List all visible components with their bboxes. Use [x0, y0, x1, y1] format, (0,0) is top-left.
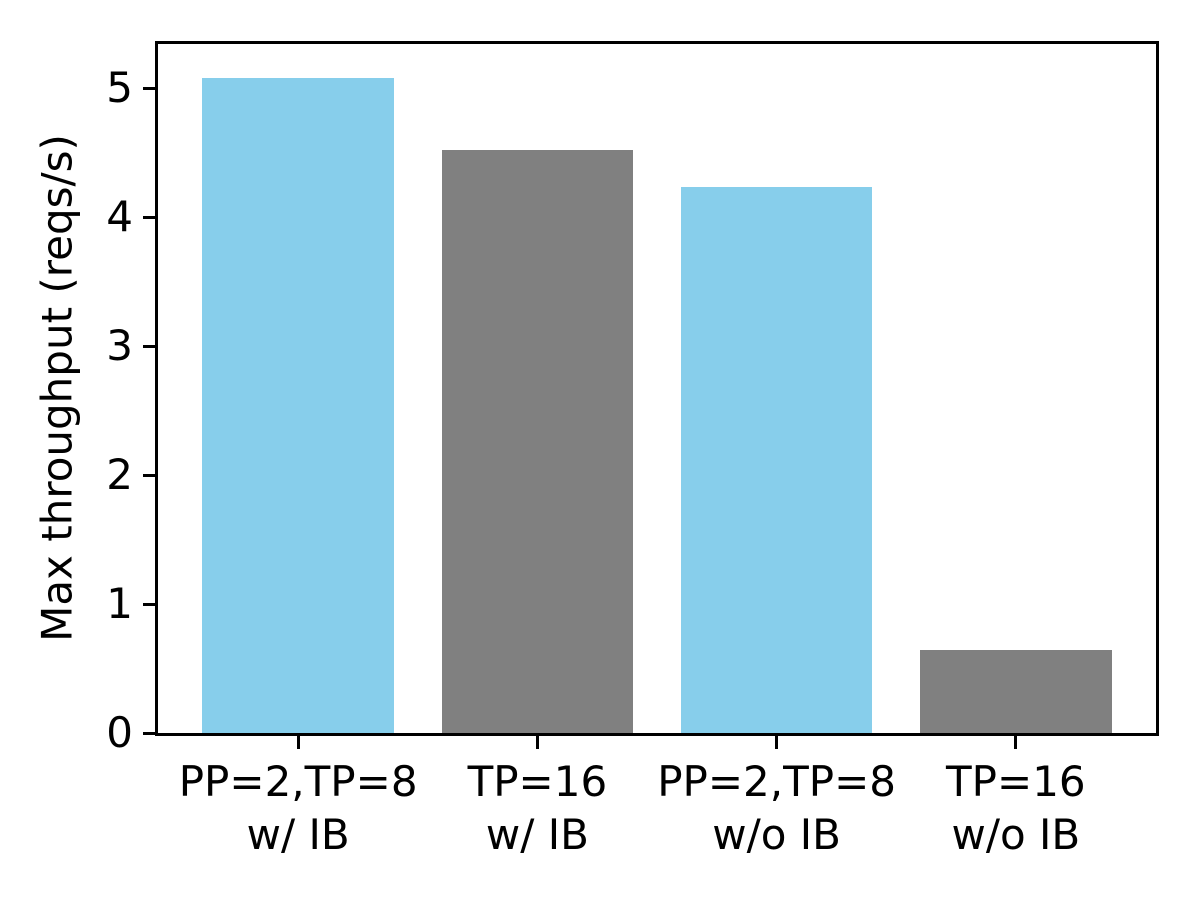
y-tick-mark [143, 731, 156, 735]
y-tick-label: 2 [106, 450, 133, 500]
y-tick-mark [143, 86, 156, 90]
x-tick-label: PP=2,TP=8 w/o IB [657, 757, 897, 859]
y-tick-mark [143, 344, 156, 348]
y-tick-mark [143, 473, 156, 477]
y-tick-label: 1 [106, 579, 133, 629]
x-tick-mark [775, 736, 779, 749]
bar-2 [441, 150, 634, 733]
x-tick-label: TP=16 w/ IB [467, 757, 608, 859]
y-tick-mark [143, 215, 156, 219]
y-tick-label: 0 [106, 708, 133, 757]
y-tick-label: 5 [106, 63, 133, 113]
bar-1 [202, 77, 394, 733]
y-tick-mark [143, 602, 156, 606]
y-tick-label: 4 [106, 192, 133, 242]
y-tick-label: 3 [106, 321, 133, 371]
x-tick-mark [296, 736, 300, 749]
bar-4 [920, 650, 1112, 733]
x-tick-label: TP=16 w/o IB [946, 757, 1086, 859]
x-tick-mark [535, 736, 539, 749]
x-tick-label: PP=2,TP=8 w/ IB [178, 757, 418, 859]
x-tick-mark [1014, 736, 1018, 749]
bar-3 [680, 187, 873, 733]
